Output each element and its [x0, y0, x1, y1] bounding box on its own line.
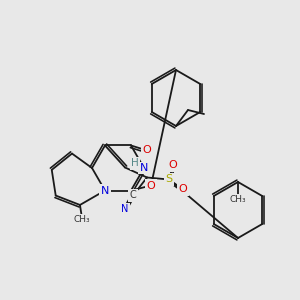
Text: O: O [142, 146, 152, 155]
Text: H: H [131, 158, 139, 169]
Text: S: S [165, 175, 172, 184]
Text: N: N [121, 205, 129, 214]
Text: CH₃: CH₃ [74, 215, 91, 224]
Text: O: O [169, 160, 177, 170]
Text: O: O [178, 184, 188, 194]
Text: O: O [147, 181, 155, 190]
Text: N: N [101, 185, 109, 196]
Text: C: C [130, 190, 136, 200]
Text: N: N [140, 163, 148, 173]
Text: CH₃: CH₃ [230, 196, 246, 205]
